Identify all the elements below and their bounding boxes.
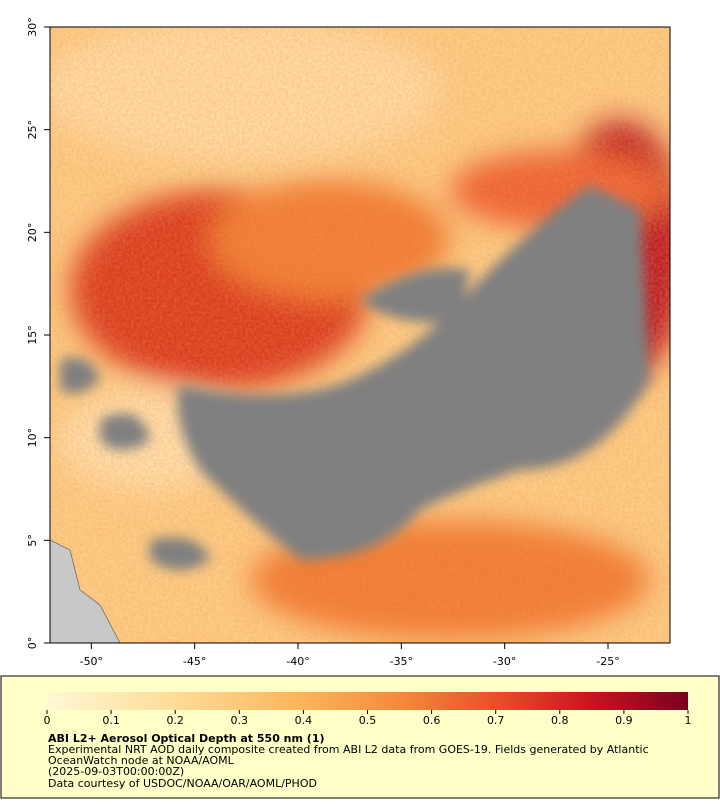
colorbar-tick-label: 1: [685, 714, 692, 727]
colorbar-tick-label: 0.7: [487, 714, 505, 727]
y-tick-label: 20°: [26, 223, 39, 243]
y-tick-label: 30°: [26, 17, 39, 37]
x-tick-label: -40°: [286, 655, 309, 668]
y-tick-label: 0°: [26, 637, 39, 650]
caption-line: Experimental NRT AOD daily composite cre…: [48, 743, 649, 756]
x-tick-label: -50°: [80, 655, 103, 668]
colorbar-tick-label: 0.6: [423, 714, 441, 727]
land: [50, 539, 121, 643]
colorbar: [47, 692, 688, 710]
caption-line: (2025-09-03T00:00:00Z): [48, 765, 184, 778]
colorbar-tick-label: 0.1: [102, 714, 120, 727]
x-tick-label: -25°: [596, 655, 619, 668]
y-tick-label: 15°: [26, 325, 39, 345]
caption-line: OceanWatch node at NOAA/AOML: [48, 754, 235, 767]
colorbar-ticks: 0 0.1 0.2 0.3 0.4 0.5 0.6 0.7 0.8 0.9 1: [44, 710, 692, 727]
caption-title: ABI L2+ Aerosol Optical Depth at 550 nm …: [48, 732, 325, 745]
colorbar-tick-label: 0.4: [295, 714, 313, 727]
axes: -50° -45° -40° -35° -30° -25° 0° 5° 10° 15° 20° 25°…: [26, 17, 620, 668]
colorbar-tick-label: 0.2: [166, 714, 184, 727]
y-tick-label: 10°: [26, 428, 39, 448]
colorbar-tick-label: 0.8: [551, 714, 569, 727]
colorbar-tick-label: 0.9: [615, 714, 633, 727]
y-tick-label: 5°: [26, 534, 39, 547]
x-tick-label: -30°: [493, 655, 516, 668]
x-tick-label: -35°: [390, 655, 413, 668]
colorbar-tick-label: 0: [44, 714, 51, 727]
y-tick-label: 25°: [26, 120, 39, 140]
colorbar-tick-label: 0.5: [359, 714, 377, 727]
caption-line: Data courtesy of USDOC/NOAA/OAR/AOML/PHO…: [48, 777, 317, 790]
colorbar-tick-label: 0.3: [231, 714, 249, 727]
map-image: [50, 27, 670, 643]
x-tick-label: -45°: [183, 655, 206, 668]
